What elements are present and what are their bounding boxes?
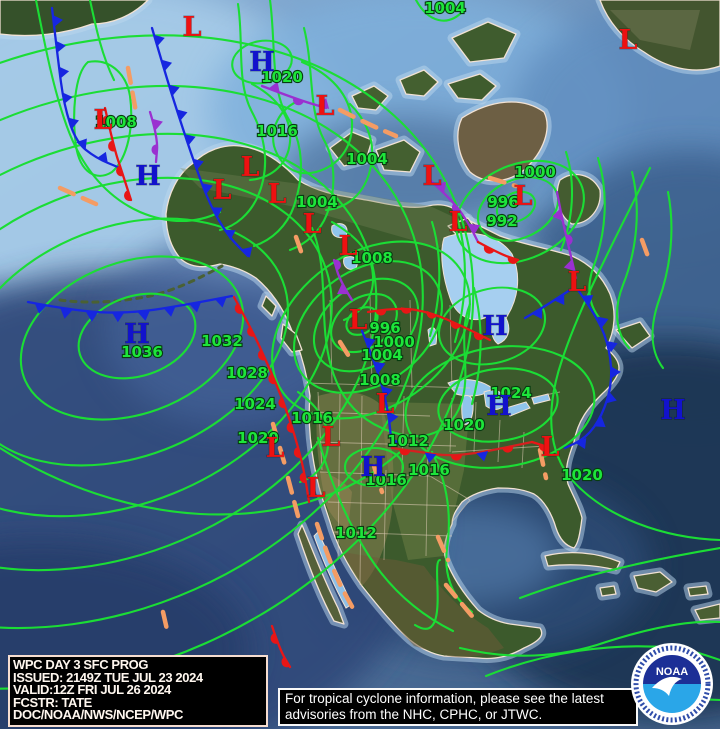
low-pressure-symbol: L [339, 231, 358, 262]
high-pressure-symbol: H [135, 161, 161, 192]
low-pressure-symbol: L [449, 207, 468, 238]
isobar-value-label: 992 [486, 212, 517, 230]
isobar-value-label: 996 [369, 319, 400, 337]
isobar-value-label: 996 [487, 193, 518, 211]
isobar-labels-layer: 1036103210281024102010161012101610161012… [94, 0, 604, 543]
low-pressure-symbol: L [213, 175, 232, 206]
tropical-advisory-box: For tropical cyclone information, please… [278, 688, 638, 726]
forecast-info-box: WPC DAY 3 SFC PROG ISSUED: 2149Z TUE JUL… [8, 655, 268, 727]
isobar-value-label: 1032 [201, 332, 243, 350]
low-pressure-symbol: L [303, 209, 322, 240]
low-pressure-symbol: L [541, 432, 560, 463]
noaa-logo-sky [643, 655, 701, 684]
low-pressure-symbol: L [423, 161, 442, 192]
isobar-value-label: 1024 [234, 395, 276, 413]
low-pressure-symbol: L [619, 25, 638, 56]
isobar-value-label: 1036 [121, 343, 163, 361]
noaa-logo: NOAA [631, 643, 713, 725]
isobar-value-label: 1012 [387, 432, 429, 450]
info-line-issued: ISSUED: 2149Z TUE JUL 23 2024 [13, 669, 203, 685]
low-pressure-symbol: L [268, 179, 287, 210]
noaa-logo-text: NOAA [656, 666, 688, 678]
high-pressure-symbol: H [660, 395, 686, 426]
low-pressure-symbol: L [568, 267, 587, 298]
isobar-value-label: 1004 [424, 0, 466, 17]
isobar-value-label: 1004 [346, 150, 388, 168]
low-pressure-symbol: L [183, 12, 202, 43]
info-line-agency: DOC/NOAA/NWS/NCEP/WPC [13, 707, 183, 723]
isobar-value-label: 1020 [261, 68, 303, 86]
high-pressure-symbol: H [486, 391, 512, 422]
noaa-logo-sea [643, 684, 701, 713]
isobar-value-label: 1008 [95, 113, 137, 131]
low-pressure-symbol: L [322, 422, 341, 453]
high-pressure-symbol: H [482, 311, 508, 342]
low-pressure-symbol: L [376, 389, 395, 420]
isobar-value-label: 1004 [361, 346, 403, 364]
isobar-value-label: 1012 [335, 524, 377, 542]
low-pressure-symbol: L [349, 305, 368, 336]
isobar-value-label: 1000 [514, 163, 556, 181]
isobar-value-label: 1020 [561, 466, 603, 484]
noaa-logo-gull-icon [652, 676, 682, 696]
low-pressure-symbol: L [266, 433, 285, 464]
isobar-value-label: 1016 [365, 471, 407, 489]
isobar-value-label: 1016 [291, 409, 333, 427]
high-pressure-symbol: H [124, 319, 150, 350]
low-pressure-symbol: L [316, 91, 335, 122]
isobar-value-label: 1004 [296, 193, 338, 211]
isobar-value-label: 1028 [226, 364, 268, 382]
high-pressure-symbol: H [249, 47, 275, 78]
low-pressure-symbol: L [307, 473, 326, 504]
isobar-value-label: 1016 [408, 461, 450, 479]
isobar-value-label: 1000 [373, 333, 415, 351]
trough-lines-layer [57, 65, 653, 637]
high-pressure-symbol: H [360, 452, 386, 483]
tropical-line-2: advisories from the NHC, CPHC, or JTWC. [285, 706, 543, 722]
isobar-value-label: 1020 [237, 429, 279, 447]
low-pressure-symbol: L [94, 105, 113, 136]
terrain-tint-layer [180, 10, 700, 658]
isobar-value-label: 1016 [256, 122, 298, 140]
isobar-value-label: 1024 [490, 384, 532, 402]
fronts-layer [26, 6, 621, 669]
isobar-value-label: 1020 [443, 416, 485, 434]
isobar-value-label: 1008 [351, 249, 393, 267]
tropical-line-1: For tropical cyclone information, please… [285, 691, 604, 706]
info-line-valid: VALID:12Z FRI JUL 26 2024 [13, 682, 171, 698]
isobar-value-label: 1008 [359, 371, 401, 389]
info-line-forecaster: FCSTR: TATE [13, 694, 92, 710]
info-line-title: WPC DAY 3 SFC PROG [13, 657, 149, 672]
low-pressure-symbol: L [514, 181, 533, 212]
low-pressure-symbol: L [241, 152, 260, 183]
